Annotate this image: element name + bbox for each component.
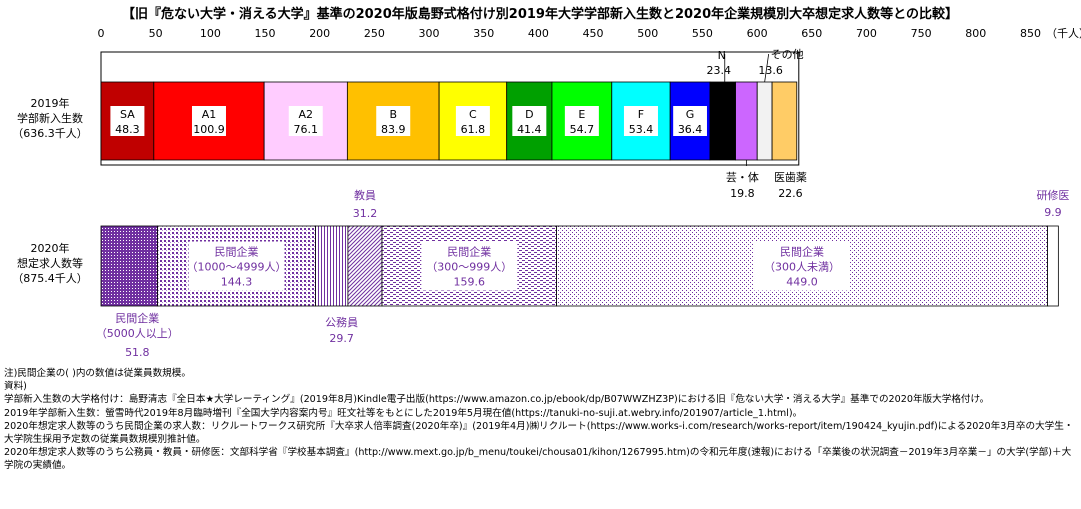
segment-name: 芸・体 — [726, 170, 759, 184]
segment-name: その他 — [771, 48, 804, 61]
segment-value: 83.9 — [381, 123, 406, 136]
bar-segment — [347, 225, 383, 307]
segment-name: D — [525, 108, 533, 121]
segment-label-box — [110, 106, 145, 136]
segment-value: 19.8 — [730, 187, 755, 200]
bar-segment — [709, 81, 736, 161]
segment-value: 9.9 — [1044, 206, 1062, 219]
segment-name: G — [686, 108, 695, 121]
x-tick-label: 0 — [98, 27, 105, 40]
segment-value: 61.8 — [461, 123, 486, 136]
x-tick-label: 600 — [747, 27, 768, 40]
bar-segment — [100, 81, 155, 161]
segment-label-box — [673, 106, 707, 136]
segment-name: 教員 — [354, 189, 376, 202]
segment-value: 144.3 — [221, 276, 253, 289]
segment-name: 民間企業 — [215, 245, 259, 259]
row-label: 2020年想定求人数等（875.4千人） — [12, 241, 88, 285]
note-line: 学部新入生数の大学格付け：島野清志『全日本★大学レーティング』(2019年8月)… — [4, 394, 990, 406]
chart-title: 【旧『危ない大学・消える大学』基準の2020年版島野式格付け別2019年大学学部… — [122, 6, 958, 22]
x-tick-label: 300 — [419, 27, 440, 40]
x-tick-label: 350 — [473, 27, 494, 40]
segment-value: 76.1 — [294, 123, 319, 136]
note-line: 2020年想定求人数等のうち民間企業の求人数：リクルートワークス研究所『大卒求人… — [4, 420, 1074, 446]
bar-segment — [315, 225, 349, 307]
segment-name: （300〜999人） — [426, 261, 512, 274]
segment-label-box — [564, 106, 599, 136]
segment-name: 公務員 — [325, 315, 358, 329]
note-line: 2019年学部新入生数：螢雪時代2019年8月臨時増刊『全国大学内容案内号』旺文… — [4, 407, 803, 419]
segment-value: 29.7 — [329, 332, 354, 345]
segment-name: 民間企業 — [447, 245, 491, 259]
segment-label-box — [288, 106, 323, 136]
x-tick-label: 250 — [364, 27, 385, 40]
x-tick-label: 200 — [309, 27, 330, 40]
segment-name: F — [638, 108, 644, 121]
segment-value: 13.6 — [758, 64, 783, 77]
segment-name: E — [578, 108, 585, 121]
segment-name: 医歯薬 — [774, 171, 807, 184]
segment-name: N — [718, 49, 726, 62]
segment-value: 23.4 — [707, 64, 732, 77]
segment-label-box — [421, 241, 518, 291]
x-tick-label: 100 — [200, 27, 221, 40]
note-line: 注)民間企業の( )内の数値は従業員数規模。 — [4, 368, 191, 379]
x-tick-label: 700 — [856, 27, 877, 40]
segment-value: 48.3 — [115, 123, 140, 136]
segment-value: 53.4 — [629, 123, 654, 136]
bar-segment — [756, 81, 773, 161]
segment-label-box — [376, 106, 411, 136]
segment-value: 41.4 — [517, 123, 542, 136]
chart: 【旧『危ない大学・消える大学』基準の2020年版島野式格付け別2019年大学学部… — [12, 6, 1081, 359]
segment-name: SA — [120, 108, 135, 121]
note-line: 2020年想定求人数等のうち公務員・教員・研修医：文部科学省『学校基本調査』(h… — [4, 447, 1072, 472]
segment-value: 22.6 — [778, 187, 803, 200]
notes: 注)民間企業の( )内の数値は従業員数規模。 資料) 学部新入生数の大学格付け：… — [4, 367, 1078, 473]
row-label: 2019年学部新入生数（636.3千人） — [12, 96, 88, 140]
segment-label-box — [754, 241, 851, 291]
x-tick-label: 650 — [801, 27, 822, 40]
segment-name: （5000人以上） — [96, 327, 179, 340]
segment-name: 研修医 — [1036, 188, 1069, 202]
segment-value: 31.2 — [353, 207, 378, 220]
x-tick-label: 850 — [1020, 27, 1041, 40]
segment-name: C — [469, 108, 477, 121]
segment-name: A1 — [202, 108, 217, 121]
x-tick-label: 50 — [149, 27, 163, 40]
x-tick-label: 500 — [637, 27, 658, 40]
unit-label: （千人） — [1046, 27, 1081, 40]
bar-segment — [100, 225, 159, 307]
segment-name: B — [389, 108, 397, 121]
x-tick-label: 450 — [583, 27, 604, 40]
note-line: 資料) — [4, 381, 27, 393]
segment-value: 100.9 — [193, 123, 225, 136]
x-tick-label: 800 — [965, 27, 986, 40]
plot-area: 2019年学部新入生数（636.3千人） SA 48.3 A1 100.9 A2 76.1 B… — [12, 48, 1069, 359]
segment-name: （1000〜4999人） — [187, 261, 287, 274]
x-axis: 0 50 100 150 200 250 300 350 400 450 500 550 600 650 7… — [98, 27, 1041, 40]
segment-name: 民間企業 — [115, 311, 159, 325]
segment-value: 54.7 — [570, 123, 595, 136]
segment-label-box — [455, 106, 490, 136]
segment-value: 159.6 — [454, 276, 486, 289]
segment-name: （300人未満） — [764, 261, 840, 274]
segment-label-box — [623, 106, 658, 136]
x-tick-label: 150 — [255, 27, 276, 40]
x-tick-label: 750 — [911, 27, 932, 40]
segment-value: 36.4 — [678, 123, 703, 136]
segment-name: A2 — [298, 108, 313, 121]
segment-label-box — [188, 241, 285, 291]
segment-value: 449.0 — [786, 276, 818, 289]
x-tick-label: 400 — [528, 27, 549, 40]
segment-label-box — [512, 106, 547, 136]
leader-line — [764, 53, 770, 83]
segment-label-box — [191, 106, 226, 136]
segment-value: 51.8 — [125, 346, 150, 359]
bar-segment — [771, 81, 798, 161]
bar-segment — [735, 81, 758, 161]
segment-name: 民間企業 — [780, 245, 824, 259]
x-tick-label: 550 — [692, 27, 713, 40]
bar-segment — [1047, 225, 1059, 307]
